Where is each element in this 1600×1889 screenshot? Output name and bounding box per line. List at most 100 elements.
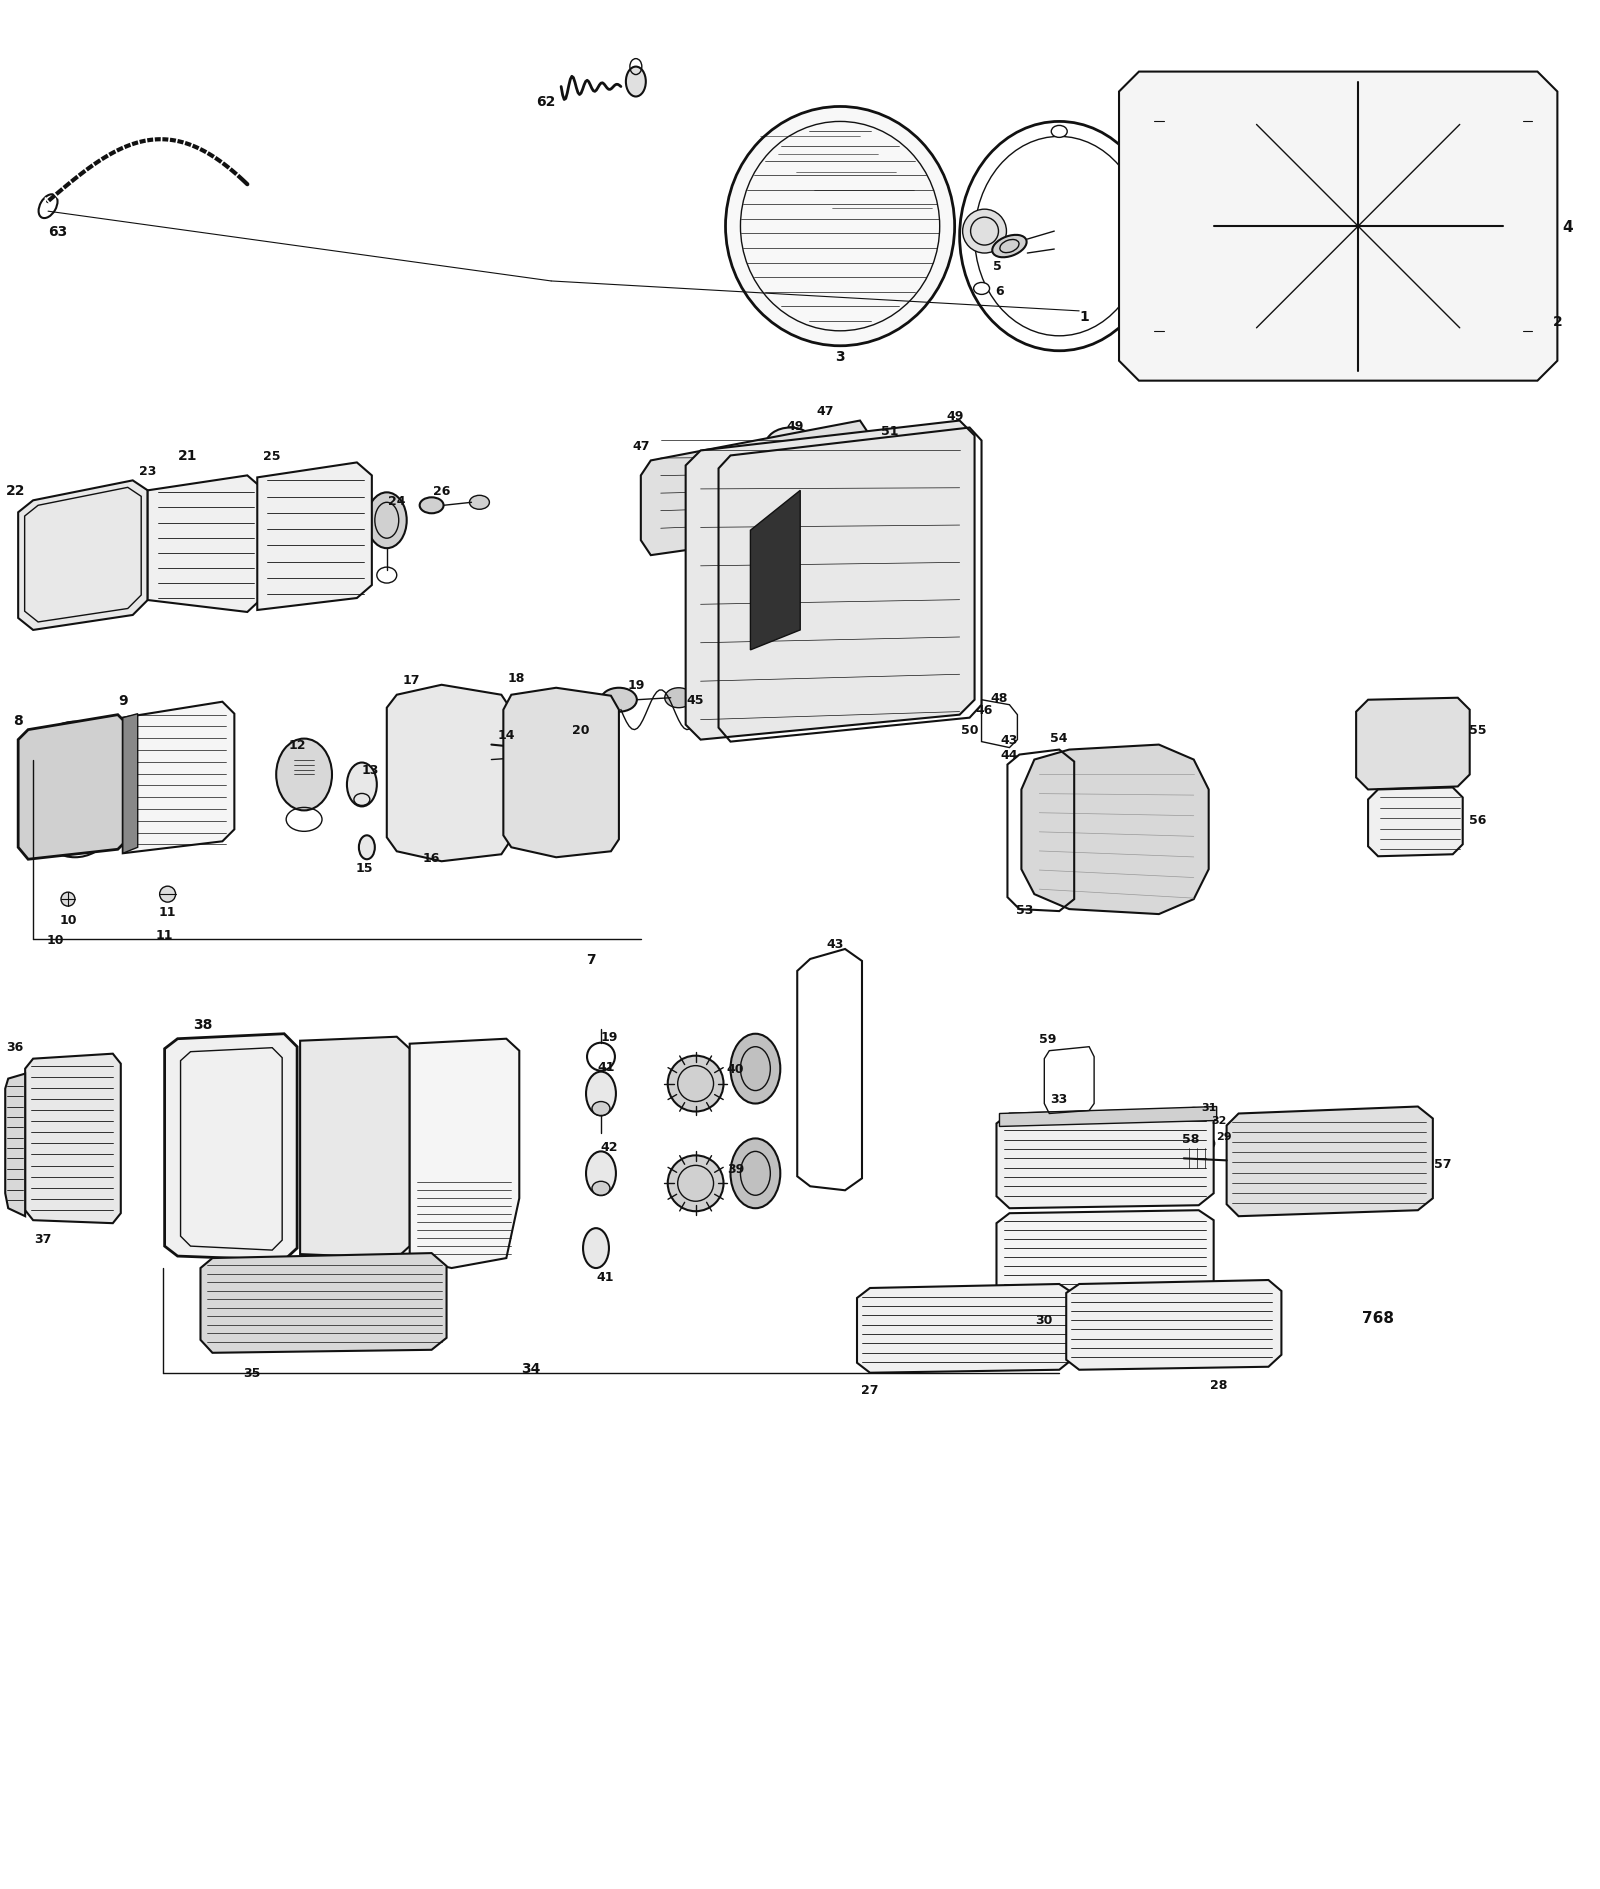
Text: 38: 38 (192, 1016, 213, 1031)
Text: 2: 2 (1552, 315, 1562, 329)
Ellipse shape (974, 283, 989, 295)
Polygon shape (123, 714, 138, 854)
Polygon shape (5, 1075, 26, 1217)
Text: 10: 10 (46, 933, 64, 946)
Polygon shape (200, 1254, 446, 1353)
Text: 25: 25 (264, 450, 282, 463)
Text: 1: 1 (1080, 310, 1090, 323)
Text: 51: 51 (882, 425, 899, 438)
Text: 31: 31 (1202, 1101, 1216, 1113)
Text: 34: 34 (522, 1362, 541, 1375)
Ellipse shape (1150, 115, 1166, 130)
Ellipse shape (160, 886, 176, 903)
Text: 43: 43 (827, 939, 843, 950)
Ellipse shape (586, 1073, 616, 1116)
Ellipse shape (358, 835, 374, 859)
Ellipse shape (765, 429, 814, 465)
Text: 37: 37 (34, 1232, 51, 1245)
Text: 56: 56 (1469, 814, 1486, 825)
Ellipse shape (347, 763, 378, 807)
Text: 33: 33 (1051, 1092, 1067, 1105)
Text: 15: 15 (355, 861, 373, 875)
Text: 47: 47 (632, 440, 650, 453)
Ellipse shape (469, 497, 490, 510)
Ellipse shape (928, 444, 941, 453)
Text: 11: 11 (158, 905, 176, 918)
Text: 24: 24 (387, 495, 405, 508)
Polygon shape (1021, 744, 1208, 914)
Polygon shape (1227, 1107, 1434, 1217)
Text: 9: 9 (118, 693, 128, 706)
Polygon shape (1118, 72, 1557, 382)
Ellipse shape (725, 108, 955, 346)
Text: 32: 32 (1211, 1116, 1226, 1126)
Ellipse shape (1214, 83, 1502, 372)
Text: 41: 41 (597, 1269, 614, 1283)
Text: 57: 57 (1434, 1158, 1451, 1169)
Text: 58: 58 (1182, 1132, 1200, 1145)
Text: 5: 5 (994, 261, 1002, 274)
Polygon shape (165, 1033, 298, 1260)
Text: 41: 41 (597, 1060, 614, 1073)
Text: 4: 4 (1562, 219, 1573, 234)
Ellipse shape (626, 68, 646, 98)
Text: 30: 30 (1035, 1313, 1053, 1326)
Text: 19: 19 (627, 678, 645, 691)
Text: 49: 49 (787, 419, 803, 433)
Text: 62: 62 (536, 96, 555, 110)
Ellipse shape (1520, 115, 1536, 130)
Text: 12: 12 (288, 739, 306, 752)
Ellipse shape (416, 842, 427, 854)
Polygon shape (1357, 699, 1470, 790)
Text: 14: 14 (498, 729, 515, 742)
Polygon shape (642, 421, 870, 555)
Text: 53: 53 (1016, 903, 1034, 916)
Ellipse shape (586, 1152, 616, 1196)
Ellipse shape (1150, 323, 1166, 340)
Text: 29: 29 (1216, 1132, 1232, 1141)
Text: 35: 35 (243, 1366, 261, 1379)
Polygon shape (997, 1211, 1214, 1303)
Text: 43: 43 (1000, 733, 1018, 746)
Polygon shape (123, 703, 234, 854)
Ellipse shape (304, 1288, 339, 1324)
Polygon shape (26, 1054, 120, 1224)
Text: 8: 8 (13, 714, 22, 727)
Polygon shape (858, 1285, 1074, 1373)
Ellipse shape (667, 1056, 723, 1113)
Ellipse shape (731, 1033, 781, 1103)
Text: 22: 22 (5, 484, 26, 499)
Text: 16: 16 (422, 852, 440, 865)
Text: 59: 59 (1038, 1033, 1056, 1047)
Ellipse shape (667, 1156, 723, 1211)
Text: 63: 63 (48, 225, 67, 240)
Text: 23: 23 (139, 465, 157, 478)
Ellipse shape (1166, 1141, 1187, 1177)
Polygon shape (1066, 1281, 1282, 1370)
Text: 50: 50 (962, 723, 978, 737)
Text: 46: 46 (976, 705, 994, 716)
Text: 7: 7 (586, 952, 595, 967)
Text: 55: 55 (1469, 723, 1486, 737)
Ellipse shape (1520, 323, 1536, 340)
Text: 40: 40 (726, 1064, 744, 1075)
Ellipse shape (992, 236, 1027, 259)
Ellipse shape (1051, 127, 1067, 138)
Polygon shape (18, 482, 147, 631)
Text: 10: 10 (59, 912, 77, 926)
Text: 13: 13 (362, 763, 379, 776)
Text: 36: 36 (6, 1041, 24, 1054)
Text: 21: 21 (178, 450, 197, 463)
Text: 768: 768 (1362, 1311, 1394, 1326)
Ellipse shape (38, 195, 58, 219)
Text: 3: 3 (835, 349, 845, 363)
Polygon shape (147, 476, 262, 612)
Text: 26: 26 (434, 485, 450, 497)
Text: 11: 11 (155, 927, 173, 941)
Text: 19: 19 (600, 1031, 618, 1045)
Polygon shape (750, 491, 800, 650)
Ellipse shape (419, 499, 443, 514)
Polygon shape (387, 686, 512, 861)
Polygon shape (504, 688, 619, 858)
Text: 20: 20 (573, 723, 590, 737)
